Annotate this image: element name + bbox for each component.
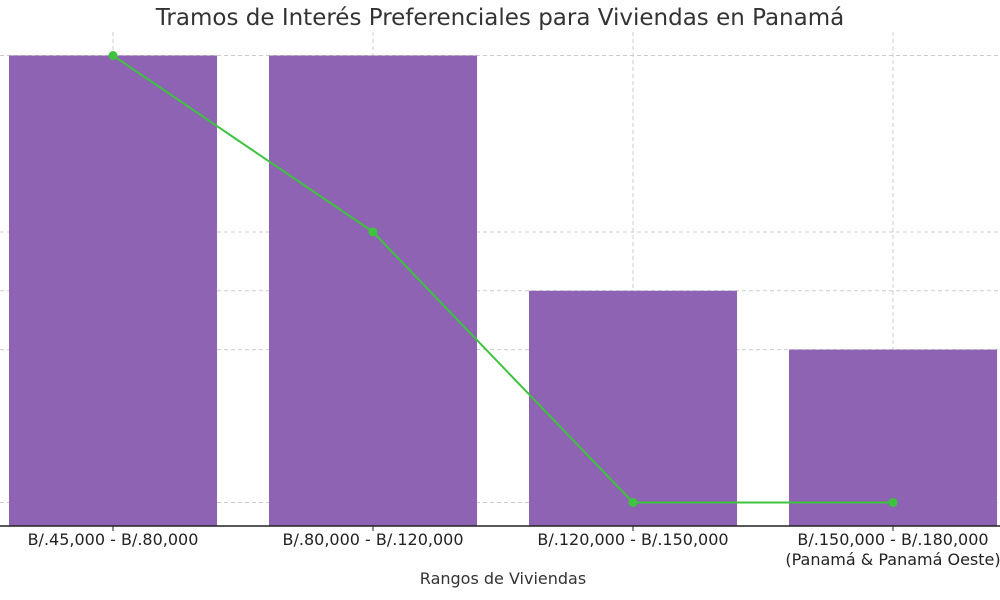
bar: [9, 55, 217, 527]
bar-series: [9, 55, 997, 527]
line-point: [108, 51, 118, 61]
x-tick-label: B/.120,000 - B/.150,000: [537, 530, 728, 549]
x-axis-label: Rangos de Viviendas: [419, 569, 587, 588]
x-tick-label: B/.150,000 - B/.180,000: [797, 530, 988, 549]
x-axis: B/.45,000 - B/.80,000 B/.80,000 - B/.120,…: [0, 525, 1000, 569]
x-tick-label: (Panamá & Panamá Oeste): [785, 550, 1000, 569]
bar: [269, 55, 477, 527]
line-series-path: [112, 54, 893, 504]
line-point: [628, 497, 638, 507]
x-tick-label: B/.80,000 - B/.120,000: [283, 530, 464, 549]
line-series: [108, 51, 898, 507]
line-point: [888, 497, 898, 507]
x-tick-label: B/.45,000 - B/.80,000: [28, 530, 199, 549]
bar: [529, 290, 737, 526]
line-point: [368, 227, 378, 237]
chart-title: Tramos de Interés Preferenciales para Vi…: [155, 5, 845, 31]
bar: [789, 349, 997, 526]
